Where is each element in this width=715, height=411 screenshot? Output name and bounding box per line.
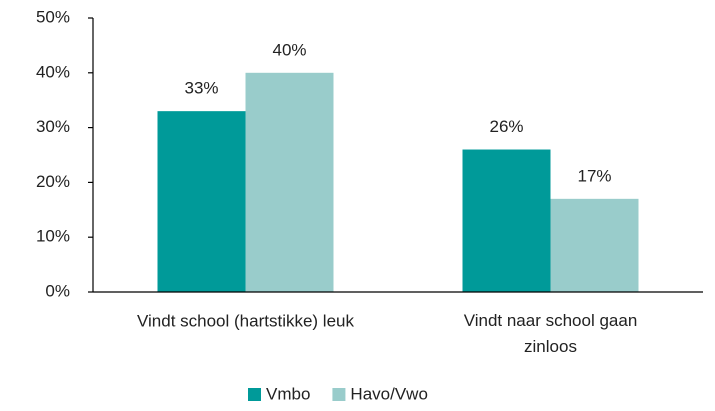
x-tick-label: Vindt school (hartstikke) leuk (137, 311, 355, 330)
y-tick-label: 40% (36, 62, 70, 81)
legend-swatch (332, 388, 346, 401)
bar (462, 149, 551, 292)
value-label: 17% (577, 166, 611, 185)
bar (550, 198, 639, 292)
legend-label: Havo/Vwo (350, 384, 427, 403)
y-tick-label: 50% (36, 7, 70, 26)
value-label: 33% (184, 79, 218, 98)
legend-swatch (248, 388, 261, 401)
value-label: 26% (489, 117, 523, 136)
y-tick-label: 20% (36, 172, 70, 191)
bar (245, 72, 334, 292)
x-tick-label: Vindt naar school gaan zinloos (464, 311, 638, 356)
value-label: 40% (272, 40, 306, 59)
y-tick-label: 10% (36, 227, 70, 246)
y-tick-label: 30% (36, 117, 70, 136)
y-tick-label: 0% (45, 281, 70, 300)
legend-label: Vmbo (266, 384, 310, 403)
bar (157, 111, 246, 292)
